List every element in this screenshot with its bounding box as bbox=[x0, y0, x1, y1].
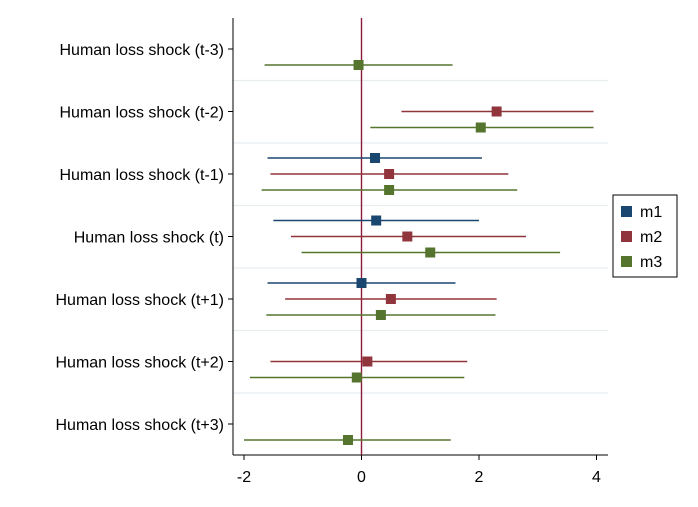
x-tick-label: 4 bbox=[592, 469, 601, 486]
point-estimate-m3 bbox=[342, 435, 353, 445]
y-tick-label: Human loss shock (t-1) bbox=[60, 167, 225, 184]
x-tick-label: -2 bbox=[237, 469, 251, 486]
point-estimate-m2 bbox=[384, 169, 395, 179]
y-tick-label: Human loss shock (t+2) bbox=[55, 355, 224, 372]
point-estimate-m2 bbox=[362, 356, 373, 367]
point-estimate-m3 bbox=[351, 372, 362, 383]
x-tick-label: 2 bbox=[475, 469, 484, 486]
point-estimate-m1 bbox=[356, 278, 367, 288]
y-tick-label: Human loss shock (t+3) bbox=[55, 417, 224, 434]
legend-label-m1: m1 bbox=[640, 204, 662, 221]
y-tick-label: Human loss shock (t-3) bbox=[60, 42, 225, 59]
y-tick-label: Human loss shock (t) bbox=[74, 230, 224, 247]
group-separators bbox=[233, 79, 608, 394]
y-tick-label: Human loss shock (t-2) bbox=[60, 105, 225, 122]
point-estimate-m3 bbox=[375, 310, 386, 320]
y-ticks: Human loss shock (t-3) Human loss shock (… bbox=[55, 42, 233, 434]
point-estimate-m3 bbox=[384, 185, 395, 195]
point-estimate-m2 bbox=[385, 294, 396, 304]
point-estimate-m3 bbox=[353, 60, 364, 70]
point-estimate-m3 bbox=[425, 247, 436, 258]
point-estimate-m2 bbox=[491, 106, 502, 117]
point-estimate-m2 bbox=[402, 231, 413, 242]
x-ticks: -2 0 2 4 bbox=[237, 455, 601, 486]
point-estimate-m1 bbox=[370, 153, 381, 163]
series-marks bbox=[244, 60, 594, 445]
legend-swatch-m1 bbox=[621, 206, 632, 217]
legend-swatch-m3 bbox=[621, 256, 632, 267]
legend-label-m2: m2 bbox=[640, 229, 662, 246]
legend-swatch-m2 bbox=[621, 231, 632, 242]
point-estimate-m3 bbox=[475, 122, 486, 133]
point-estimate-m1 bbox=[371, 215, 382, 226]
y-tick-label: Human loss shock (t+1) bbox=[55, 292, 224, 309]
legend: m1 m2 m3 bbox=[612, 194, 678, 278]
legend-label-m3: m3 bbox=[640, 254, 662, 271]
x-tick-label: 0 bbox=[357, 469, 366, 486]
